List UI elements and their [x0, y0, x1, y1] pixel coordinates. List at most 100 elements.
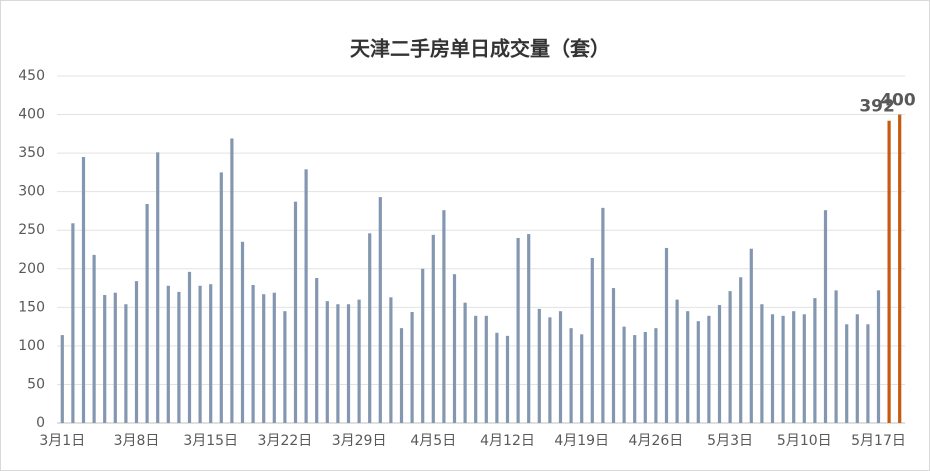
bar	[590, 257, 594, 423]
y-tick-label: 50	[27, 376, 45, 392]
x-tick-label: 3月22日	[258, 433, 313, 449]
chart-title: 天津二手房单日成交量（套）	[350, 37, 610, 61]
bar	[495, 332, 499, 423]
bar	[209, 284, 213, 423]
bar	[230, 138, 234, 423]
bar	[463, 302, 467, 423]
y-tick-label: 400	[18, 107, 45, 123]
bar	[696, 321, 700, 423]
bar	[537, 308, 541, 423]
bar	[654, 328, 658, 423]
bar	[304, 169, 308, 423]
bar	[187, 271, 192, 423]
bar	[283, 311, 287, 423]
bar	[336, 304, 340, 423]
bar	[675, 299, 679, 423]
bar	[219, 172, 223, 423]
bar	[770, 314, 775, 423]
bar	[134, 281, 139, 423]
bar	[792, 311, 796, 423]
bar	[346, 304, 351, 423]
bar	[558, 311, 563, 423]
bar	[145, 204, 149, 423]
bar	[781, 315, 785, 423]
x-tick-label: 5月10日	[777, 433, 832, 449]
bar	[124, 304, 128, 423]
value-label: 392	[859, 97, 895, 117]
y-tick-label: 350	[18, 145, 45, 161]
bar	[421, 268, 425, 423]
bar	[845, 324, 849, 423]
y-tick-label: 200	[18, 261, 45, 277]
bar	[357, 299, 361, 423]
y-tick-label: 150	[18, 299, 45, 315]
x-tick-label: 5月3日	[707, 433, 753, 449]
bar	[442, 210, 446, 423]
bar	[664, 247, 669, 423]
bar	[569, 328, 573, 423]
y-tick-label: 300	[18, 184, 45, 200]
x-tick-label: 5月17日	[851, 433, 906, 449]
y-tick-label: 450	[18, 68, 45, 84]
bar	[368, 233, 372, 423]
bar	[866, 324, 870, 423]
bar	[71, 223, 75, 423]
x-tick-label: 4月12日	[480, 433, 535, 449]
bar	[484, 315, 488, 423]
bar	[813, 298, 817, 423]
bar	[898, 114, 902, 424]
bar	[855, 314, 859, 423]
bar	[834, 290, 838, 423]
bar	[516, 237, 520, 423]
x-tick-label: 4月5日	[410, 433, 456, 449]
bar	[527, 234, 531, 423]
bar	[262, 294, 266, 423]
bar	[452, 274, 457, 423]
x-tick-label: 3月29日	[332, 433, 387, 449]
bar	[177, 291, 181, 423]
bar	[325, 301, 329, 423]
bar	[633, 335, 637, 423]
bar	[60, 335, 64, 423]
bar	[240, 241, 245, 423]
bar	[198, 285, 202, 423]
bar	[739, 277, 743, 423]
value-label: 400	[880, 91, 916, 111]
bar	[622, 326, 626, 423]
bar	[823, 210, 828, 423]
x-tick-label: 4月19日	[554, 433, 609, 449]
bar	[113, 292, 117, 423]
bar	[166, 285, 170, 423]
bar	[399, 328, 404, 423]
bar	[251, 284, 255, 423]
bar	[315, 278, 319, 423]
x-tick-label: 3月8日	[114, 433, 160, 449]
bar	[548, 317, 552, 423]
x-tick-label: 3月1日	[39, 433, 85, 449]
bar	[156, 152, 160, 423]
bar	[378, 197, 382, 423]
bar	[717, 305, 722, 423]
bar	[272, 292, 276, 423]
bar	[103, 294, 107, 423]
bar	[293, 201, 298, 423]
bar	[611, 288, 616, 423]
bar	[601, 207, 605, 423]
bar	[431, 234, 435, 423]
bar	[876, 290, 881, 423]
y-tick-label: 250	[18, 222, 45, 238]
bar	[686, 311, 690, 423]
bar	[749, 248, 753, 423]
bar	[728, 291, 732, 423]
bar	[410, 311, 414, 423]
bar	[505, 335, 510, 423]
bar	[887, 120, 891, 424]
bar	[707, 315, 711, 423]
y-tick-label: 100	[18, 338, 45, 354]
bar	[92, 254, 96, 423]
bar	[760, 304, 764, 423]
bar	[580, 334, 584, 423]
bar	[474, 315, 478, 423]
bar	[802, 314, 806, 423]
